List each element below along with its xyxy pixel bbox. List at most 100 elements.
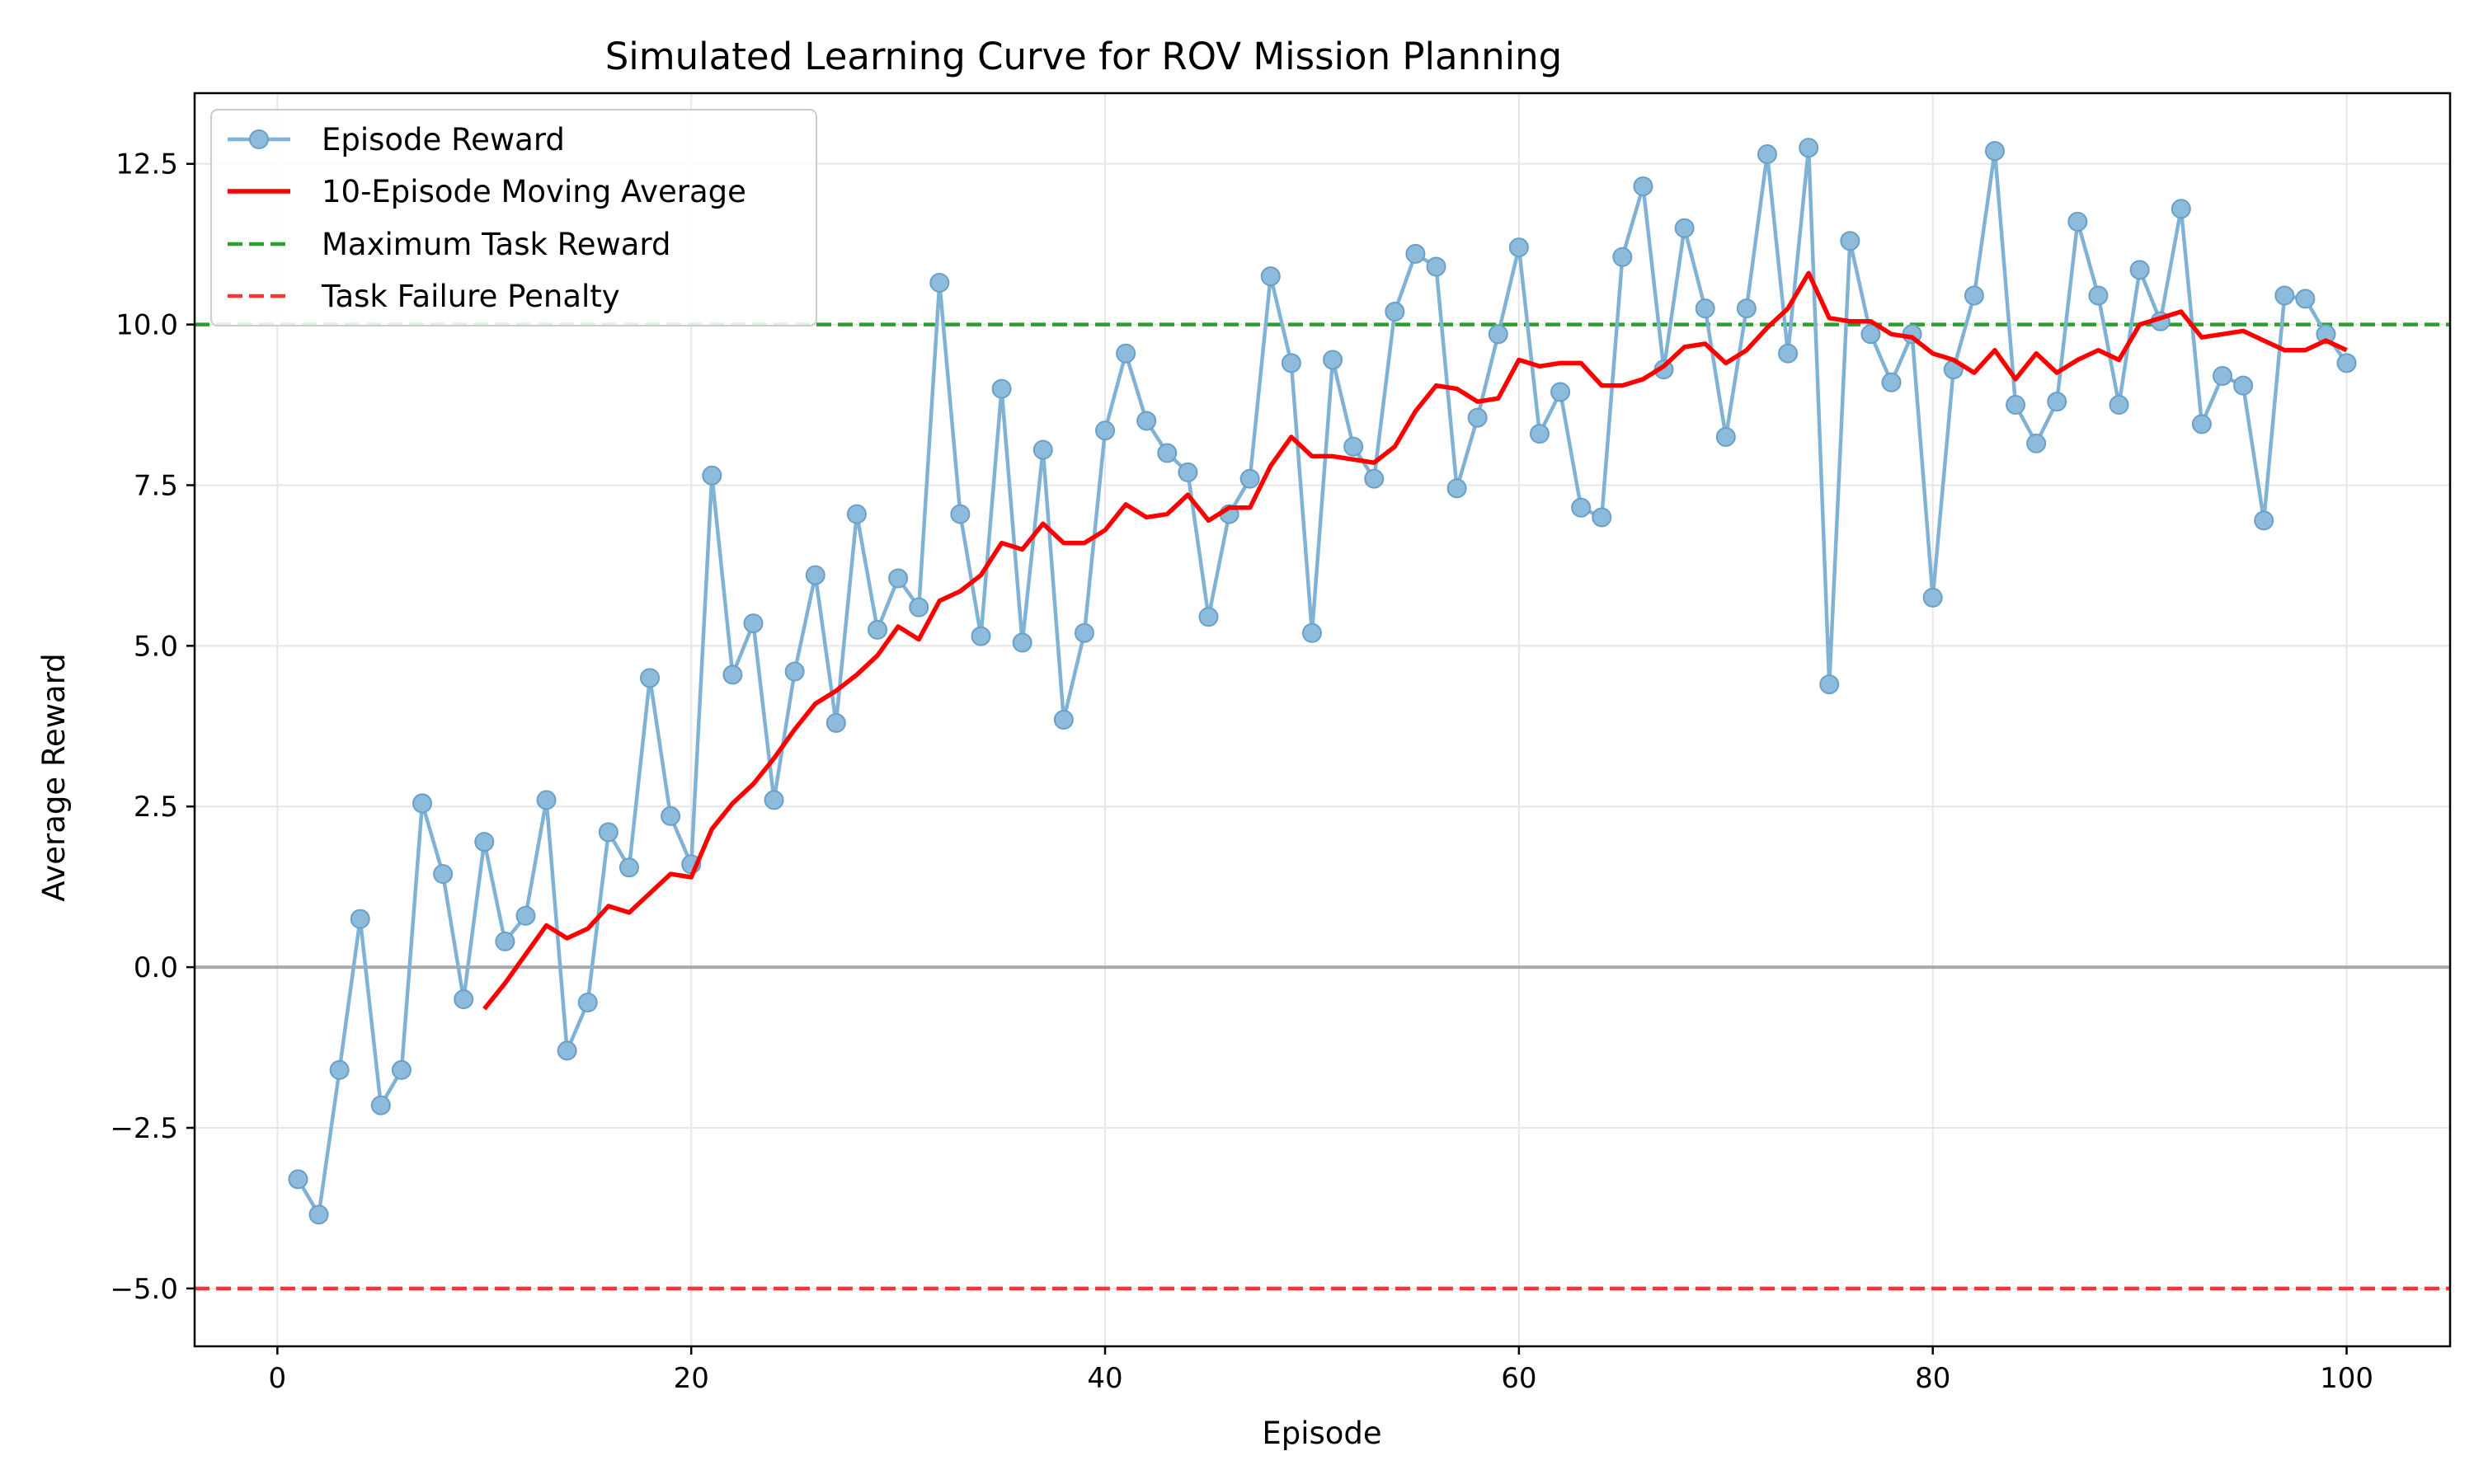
episode-reward-point-30 — [888, 568, 909, 589]
episode-reward-point-62 — [1550, 382, 1571, 402]
episode-reward-point-45 — [1198, 607, 1219, 627]
episode-reward-point-33 — [950, 504, 971, 524]
legend-label-2: Maximum Task Reward — [322, 227, 670, 262]
episode-reward-point-51 — [1323, 350, 1343, 370]
episode-reward-point-49 — [1281, 353, 1301, 373]
episode-reward-point-78 — [1881, 372, 1902, 392]
episode-reward-point-50 — [1301, 622, 1322, 643]
episode-reward-point-80 — [1922, 587, 1943, 608]
episode-reward-point-34 — [971, 626, 991, 646]
moving-average-line — [482, 270, 2348, 1011]
legend-swatch-marker-0 — [249, 129, 269, 149]
episode-reward-point-23 — [743, 613, 764, 634]
episode-reward-point-96 — [2254, 510, 2274, 531]
episode-reward-point-65 — [1612, 247, 1633, 267]
episode-reward-point-4 — [350, 909, 370, 929]
x-axis-title: Episode — [1262, 1416, 1381, 1451]
plot-frame — [193, 92, 2452, 1348]
episode-reward-point-98 — [2295, 289, 2316, 309]
y-tick-label-1: −2.5 — [110, 1112, 178, 1145]
episode-reward-point-89 — [2109, 395, 2129, 416]
episode-reward-point-64 — [1592, 507, 1612, 528]
y-tick-label-5: 7.5 — [134, 469, 178, 502]
episode-reward-point-99 — [2316, 324, 2336, 345]
episode-reward-point-59 — [1488, 324, 1508, 345]
episode-reward-point-2 — [308, 1205, 329, 1225]
episode-reward-point-26 — [805, 565, 825, 585]
episode-reward-point-61 — [1529, 424, 1550, 444]
episode-reward-point-28 — [846, 504, 867, 524]
y-tick-label-6: 10.0 — [115, 309, 178, 342]
episode-reward-point-71 — [1736, 298, 1757, 319]
episode-reward-point-32 — [929, 272, 950, 293]
episode-reward-point-85 — [2026, 433, 2047, 453]
episode-reward-point-35 — [991, 378, 1012, 399]
episode-reward-point-100 — [2336, 353, 2357, 373]
episode-reward-point-74 — [1799, 138, 1819, 158]
episode-reward-point-40 — [1095, 420, 1116, 441]
legend-label-0: Episode Reward — [322, 122, 565, 157]
episode-reward-point-63 — [1571, 497, 1592, 518]
episode-reward-point-1 — [288, 1169, 308, 1190]
episode-reward-point-15 — [577, 992, 598, 1012]
episode-reward-point-41 — [1116, 343, 1136, 364]
episode-reward-point-47 — [1239, 468, 1260, 489]
episode-reward-point-69 — [1695, 298, 1715, 319]
episode-reward-point-86 — [2047, 392, 2067, 412]
episode-reward-point-37 — [1032, 439, 1053, 460]
episode-reward-point-77 — [1860, 324, 1881, 345]
episode-reward-point-29 — [868, 619, 888, 640]
episode-reward-point-55 — [1405, 243, 1426, 264]
y-tick-label-7: 12.5 — [115, 148, 178, 181]
episode-reward-point-72 — [1757, 144, 1777, 165]
episode-reward-point-92 — [2171, 199, 2191, 219]
episode-reward-point-39 — [1074, 622, 1094, 643]
episode-reward-point-42 — [1136, 411, 1157, 431]
episode-reward-point-12 — [515, 905, 536, 926]
episode-reward-point-22 — [722, 665, 743, 685]
episode-reward-point-25 — [784, 661, 805, 682]
legend: Episode Reward 10-Episode Moving Average M… — [210, 109, 817, 326]
episode-reward-point-9 — [454, 989, 474, 1010]
episode-reward-point-93 — [2191, 414, 2212, 434]
x-tick-label-4: 80 — [1915, 1362, 1950, 1395]
episode-reward-point-68 — [1674, 218, 1695, 238]
episode-reward-point-97 — [2274, 285, 2295, 306]
episode-reward-point-18 — [640, 668, 661, 688]
episode-reward-point-21 — [702, 465, 722, 486]
episode-reward-point-36 — [1012, 632, 1032, 653]
episode-reward-point-8 — [433, 864, 454, 885]
chart-title: Simulated Learning Curve for ROV Mission… — [605, 35, 1563, 78]
episode-reward-point-90 — [2129, 260, 2150, 280]
episode-reward-point-6 — [391, 1059, 412, 1080]
episode-reward-point-44 — [1178, 462, 1198, 482]
y-axis-title: Average Reward — [36, 653, 72, 902]
episode-reward-point-53 — [1364, 468, 1385, 489]
x-tick-label-0: 0 — [269, 1362, 287, 1395]
legend-label-3: Task Failure Penalty — [321, 279, 620, 314]
episode-reward-point-48 — [1260, 266, 1281, 287]
episode-reward-point-66 — [1633, 176, 1653, 197]
y-tick-label-2: 0.0 — [134, 951, 178, 984]
episode-reward-point-24 — [764, 790, 784, 810]
episode-reward-point-87 — [2067, 211, 2088, 232]
episode-reward-point-88 — [2088, 285, 2109, 306]
episode-reward-point-82 — [1964, 285, 1984, 306]
episode-reward-point-5 — [370, 1095, 391, 1115]
episode-reward-point-83 — [1984, 141, 2005, 162]
plot-area: 0 20 40 60 80 100 −5.0 −2.5 0.0 2.5 5.0 7.5 10.0 12.5 — [110, 92, 2452, 1395]
episode-reward-point-17 — [618, 857, 639, 878]
legend-label-1: 10-Episode Moving Average — [322, 174, 746, 209]
episode-reward-point-16 — [598, 822, 618, 843]
episode-reward-point-11 — [495, 931, 515, 951]
x-tick-label-2: 40 — [1087, 1362, 1122, 1395]
episode-reward-point-7 — [412, 793, 433, 814]
legend-box — [210, 109, 817, 326]
episode-reward-point-14 — [557, 1040, 577, 1061]
episode-reward-point-27 — [825, 712, 846, 733]
episode-reward-point-54 — [1385, 302, 1405, 322]
y-tick-label-3: 2.5 — [134, 791, 178, 824]
episode-reward-point-10 — [474, 832, 495, 852]
episode-reward-point-56 — [1426, 256, 1446, 277]
